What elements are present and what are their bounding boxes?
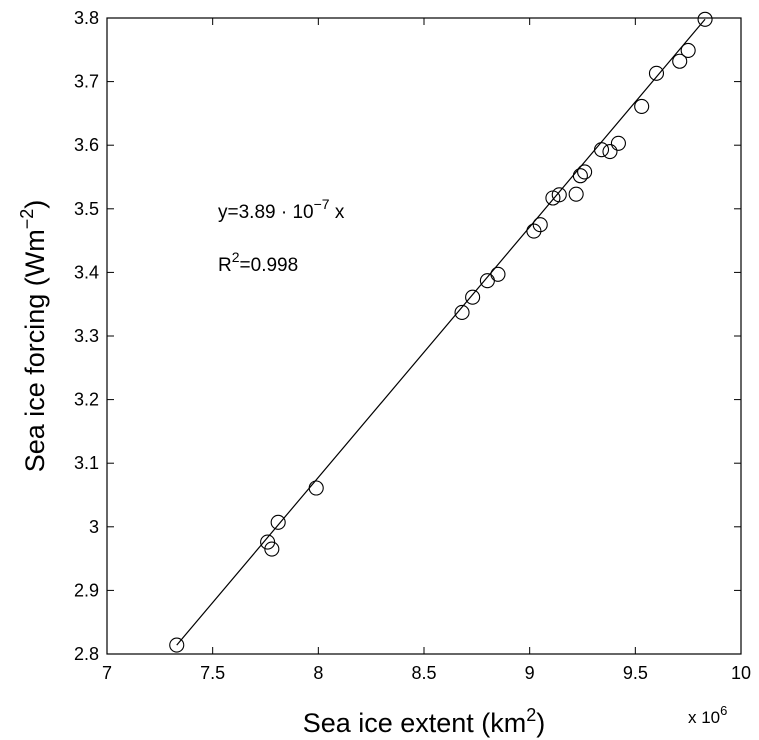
x-tick-label: 9.5 [623,663,648,683]
data-points [169,11,713,653]
data-point [680,42,696,58]
data-point [526,223,542,239]
x-tick-labels: 7 7.5 8 8.5 9 9.5 10 [102,663,751,683]
y-tick-label: 3 [89,517,99,537]
x-tick-label: 8.5 [411,663,436,683]
data-point [270,514,286,530]
fit-line [176,18,706,646]
data-point [454,304,470,321]
y-tick-labels: 2.8 2.9 3 3.1 3.2 3.3 3.4 3.5 3.6 3.7 3.8 [74,8,99,664]
data-point [532,217,548,233]
x-tick-label: 7.5 [200,663,225,683]
plot-area [107,18,741,654]
data-point [697,11,713,27]
data-point [308,480,324,496]
data-point [602,144,618,160]
y-axis-label: Sea ice forcing (Wm−2) [17,200,50,473]
data-point [572,168,588,184]
data-point [648,65,665,81]
y-tick-label: 3.6 [74,135,99,155]
equation-annotation: y=3.89 · 10−7 x [218,196,345,223]
y-tick-label: 3.3 [74,326,99,346]
y-tick-label: 3.4 [74,262,99,282]
y-tick-label: 3.8 [74,8,99,28]
data-point [634,98,650,114]
data-point [577,164,593,180]
y-tick-label: 2.8 [74,644,99,664]
data-point [551,187,567,203]
data-point [610,135,626,151]
x-tick-label: 7 [102,663,112,683]
data-point [490,266,506,282]
y-tick-label: 2.9 [74,580,99,600]
y-tick-label: 3.5 [74,199,99,219]
y-tick-label: 3.1 [74,453,99,473]
plot-frame [106,17,742,655]
x-tick-label: 8 [313,663,323,683]
data-point [593,142,610,158]
x-axis-multiplier: x 106 [688,703,727,727]
y-tick-label: 3.2 [74,390,99,410]
r-squared-annotation: R2=0.998 [218,249,298,276]
data-point [672,53,688,69]
data-point [264,541,280,557]
data-point [465,289,481,305]
y-tick-label: 3.7 [74,72,99,92]
x-tick-label: 9 [525,663,535,683]
x-axis-label: Sea ice extent (km2) [303,705,546,738]
data-point [169,637,185,653]
data-point [568,186,584,202]
x-tick-label: 10 [731,663,751,683]
